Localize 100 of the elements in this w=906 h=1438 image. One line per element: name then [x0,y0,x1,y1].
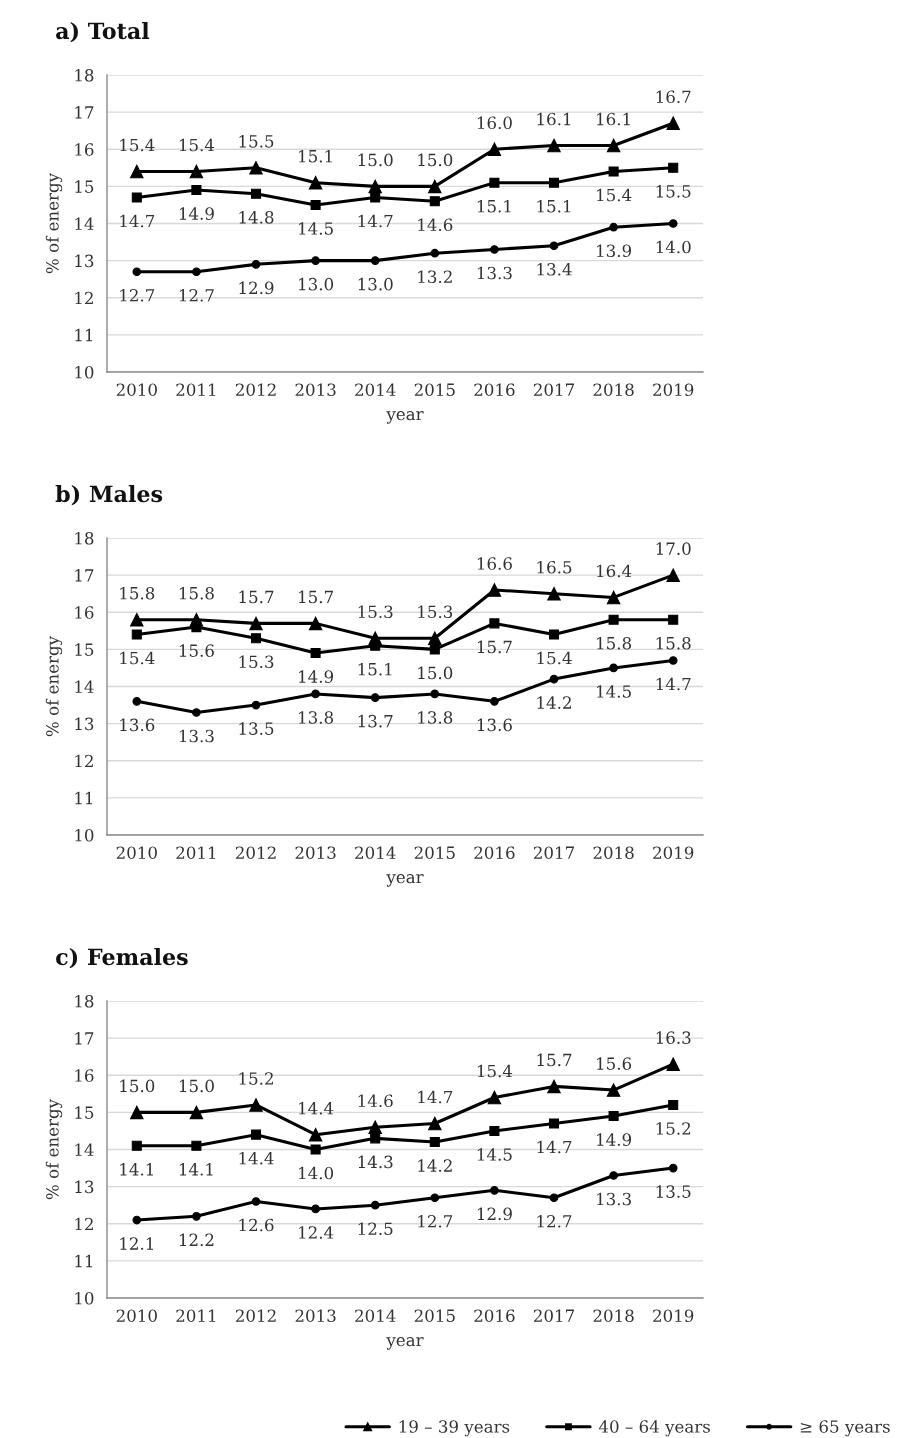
point [609,663,618,673]
point [430,248,440,258]
point [250,1129,262,1140]
data-label: 12.4 [299,1226,334,1239]
data-label: 13.6 [477,718,512,732]
y-axis-title: % of energy [45,172,63,274]
point [487,142,502,157]
data-label: 13.0 [358,277,393,291]
data-label: 14.6 [418,218,453,232]
point [668,614,679,625]
data-label: 15.8 [120,586,155,600]
y-axis-title: % of energy [45,1098,63,1200]
point [428,179,442,194]
y-tick-label: 10 [75,365,94,379]
data-label: 16.7 [656,90,691,104]
point [370,256,380,265]
y-tick-label: 15 [75,180,94,193]
data-label: 12.1 [120,1237,153,1250]
y-tick-label: 11 [75,1254,93,1268]
y-tick-label: 15 [75,1106,94,1119]
point [189,1105,204,1120]
x-tick-label: 2012 [235,383,276,397]
data-label: 15.7 [299,590,333,604]
x-tick-label: 2014 [355,1309,396,1323]
point [368,1120,382,1134]
y-tick-label: 17 [75,569,94,582]
data-label: 14.0 [656,240,691,254]
point [310,199,321,210]
y-tick-label: 18 [75,531,94,545]
point [606,590,621,605]
legend-label: 19 – 39 years [399,1420,510,1437]
point [132,267,142,277]
data-label: 12.7 [120,288,155,302]
data-label: 15.7 [537,1053,572,1067]
point [428,631,442,646]
x-axis-title: year [386,411,424,424]
point [489,1125,500,1136]
point [668,1099,679,1110]
point [429,1137,440,1148]
data-label: 14.7 [358,214,393,228]
data-label: 13.2 [418,270,452,284]
x-tick-label: 2017 [533,383,574,397]
x-tick-label: 2012 [235,846,276,860]
data-label: 13.7 [358,714,393,728]
data-label: 12.6 [239,1218,274,1232]
point [250,188,262,199]
point [549,241,559,251]
data-label: 15.4 [120,138,155,152]
data-label: 14.7 [537,1140,572,1154]
point [547,586,561,601]
data-label: 14.0 [299,1166,334,1180]
point [490,697,499,706]
data-label: 14.9 [597,1133,632,1146]
point [548,629,560,640]
point [429,644,440,655]
x-tick-label: 2016 [474,1309,515,1323]
data-label: 14.7 [656,677,691,691]
point [132,1215,142,1225]
data-label: 14.1 [179,1163,213,1176]
data-label: 12.9 [477,1207,512,1221]
x-tick-label: 2019 [653,846,694,860]
point [487,1090,502,1105]
point [606,1083,621,1097]
x-tick-label: 2016 [474,383,515,397]
data-label: 12.7 [179,288,214,302]
data-label: 14.4 [239,1151,274,1165]
data-label: 16.1 [537,112,571,126]
point [308,616,323,631]
point [192,1211,201,1221]
x-tick-label: 2012 [235,1309,276,1323]
data-label: 16.4 [597,564,632,578]
point [547,138,561,153]
x-tick-label: 2015 [414,383,455,397]
x-tick-label: 2016 [474,846,515,860]
y-tick-label: 16 [75,143,94,156]
point [548,177,560,188]
y-tick-label: 13 [75,717,94,731]
data-label: 15.4 [537,651,572,665]
point [370,1200,380,1210]
data-label: 15.0 [120,1079,155,1093]
point [490,245,499,254]
data-label: 16.3 [656,1031,691,1044]
y-tick-label: 18 [75,994,94,1008]
point [311,689,320,699]
point [308,175,323,190]
y-tick-label: 13 [75,1180,94,1194]
point [131,1140,142,1151]
point [131,629,142,640]
x-tick-label: 2015 [414,1309,455,1323]
x-tick-label: 2017 [533,1309,574,1323]
data-label: 15.1 [358,662,392,676]
point [132,697,142,706]
data-label: 14.7 [418,1090,453,1104]
y-tick-label: 14 [75,680,94,693]
point [609,222,618,232]
point [609,1171,618,1180]
data-label: 15.6 [597,1057,632,1070]
data-label: 15.1 [537,199,571,213]
point [547,1079,561,1094]
point [311,1204,320,1214]
